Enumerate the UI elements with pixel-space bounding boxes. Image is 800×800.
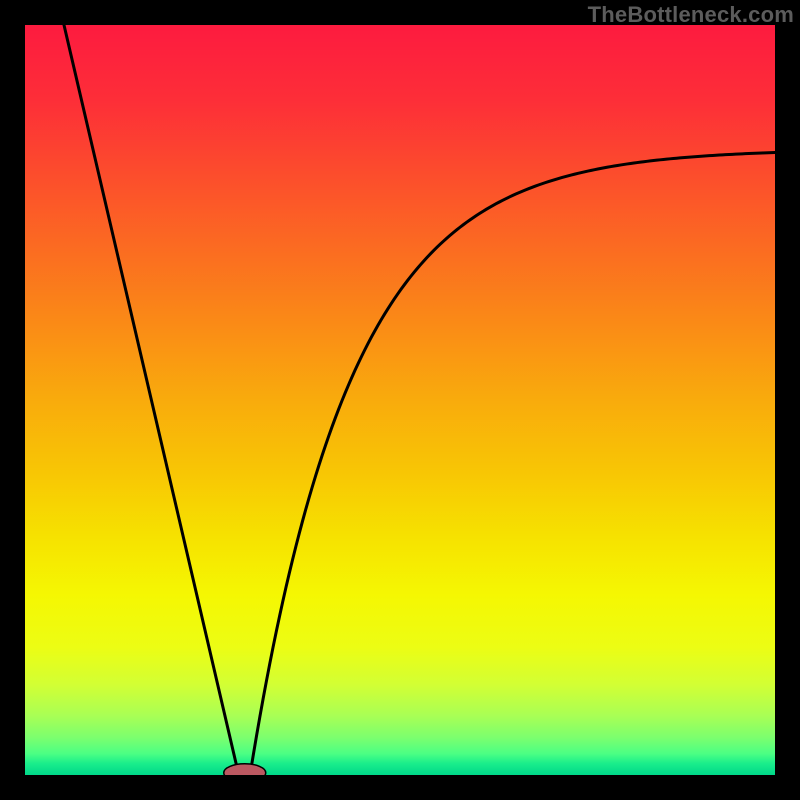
watermark-text: TheBottleneck.com — [588, 2, 794, 28]
chart-container: TheBottleneck.com — [0, 0, 800, 800]
bottleneck-curve-chart — [25, 25, 775, 775]
gradient-background — [25, 25, 775, 775]
